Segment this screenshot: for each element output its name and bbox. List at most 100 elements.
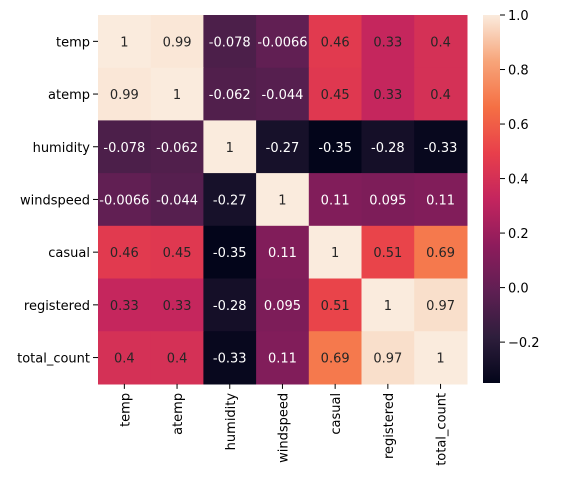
heatmap-cell-humidity-atemp — [150, 120, 204, 174]
cell-label-atemp-humidity: -0.062 — [209, 88, 251, 103]
cell-label-registered-temp: 0.33 — [110, 299, 139, 314]
cell-label-casual-humidity: -0.35 — [213, 246, 247, 261]
cell-label-atemp-total_count: 0.4 — [430, 88, 451, 103]
cell-label-humidity-atemp: -0.062 — [156, 141, 198, 156]
cell-label-temp-registered: 0.33 — [373, 35, 402, 50]
column-tick-label-temp: temp — [118, 393, 133, 427]
column-tick-label-casual: casual — [329, 393, 344, 435]
heatmap-cells — [98, 15, 468, 385]
cell-label-temp-windspeed: -0.0066 — [257, 35, 307, 50]
cell-label-casual-total_count: 0.69 — [426, 246, 455, 261]
heatmap-cell-registered-windspeed — [256, 278, 310, 332]
heatmap-cell-total_count-temp — [98, 331, 152, 385]
colorbar-tick-label: 0.6 — [508, 118, 529, 133]
cell-label-windspeed-casual: 0.11 — [321, 193, 350, 208]
heatmap-cell-temp-registered — [361, 15, 415, 69]
cell-label-casual-atemp: 0.45 — [163, 246, 192, 261]
column-tick-label-humidity: humidity — [224, 393, 239, 451]
cell-label-registered-windspeed: 0.095 — [264, 299, 301, 314]
cell-label-total_count-windspeed: 0.11 — [268, 352, 297, 367]
heatmap-cell-total_count-casual — [308, 331, 363, 385]
heatmap-cell-atemp-atemp — [150, 67, 204, 121]
colorbar-tick-label: 0.2 — [508, 227, 529, 242]
colorbar-tick-label: 1.0 — [508, 9, 529, 24]
heatmap-cell-temp-temp — [98, 15, 152, 69]
heatmap-cell-windspeed-registered — [361, 173, 415, 227]
row-tick-label-atemp: atemp — [48, 88, 90, 103]
cell-label-humidity-casual: -0.35 — [318, 141, 352, 156]
colorbar-tick-label: 0.8 — [508, 64, 529, 79]
heatmap-cell-atemp-windspeed — [256, 67, 310, 121]
cell-label-windspeed-windspeed: 1 — [278, 193, 286, 208]
heatmap-cell-humidity-total_count — [414, 120, 468, 174]
heatmap-cell-humidity-temp — [98, 120, 152, 174]
cell-label-total_count-casual: 0.69 — [321, 352, 350, 367]
colorbar-tick-label: −0.2 — [508, 336, 540, 351]
cell-label-total_count-registered: 0.97 — [373, 352, 402, 367]
cell-label-registered-humidity: -0.28 — [213, 299, 247, 314]
heatmap-cell-total_count-total_count — [414, 331, 468, 385]
heatmap-cell-casual-total_count — [414, 225, 468, 280]
cell-label-humidity-windspeed: -0.27 — [266, 141, 300, 156]
heatmap-cell-temp-atemp — [150, 15, 204, 69]
row-tick-label-humidity: humidity — [33, 141, 91, 156]
heatmap-cell-casual-temp — [98, 225, 152, 280]
heatmap-cell-total_count-windspeed — [256, 331, 310, 385]
heatmap-cell-atemp-registered — [361, 67, 415, 121]
heatmap-cell-registered-humidity — [203, 278, 257, 332]
heatmap-cell-atemp-humidity — [203, 67, 257, 121]
column-tick-label-atemp: atemp — [171, 393, 186, 435]
heatmap-cell-temp-total_count — [414, 15, 468, 69]
cell-label-registered-total_count: 0.97 — [426, 299, 455, 314]
row-tick-label-registered: registered — [24, 299, 90, 314]
heatmap-cell-windspeed-windspeed — [256, 173, 310, 227]
heatmap-cell-windspeed-total_count — [414, 173, 468, 227]
cell-label-temp-total_count: 0.4 — [430, 35, 451, 50]
cell-label-casual-windspeed: 0.11 — [268, 246, 297, 261]
heatmap-cell-windspeed-casual — [308, 173, 363, 227]
cell-label-atemp-registered: 0.33 — [373, 88, 402, 103]
heatmap-cell-windspeed-temp — [98, 173, 152, 227]
heatmap-cell-atemp-temp — [98, 67, 152, 121]
heatmap-cell-registered-casual — [308, 278, 363, 332]
heatmap-cell-humidity-windspeed — [256, 120, 310, 174]
column-tick-label-windspeed: windspeed — [276, 393, 291, 463]
heatmap-cell-casual-atemp — [150, 225, 204, 280]
cell-label-total_count-total_count: 1 — [436, 352, 444, 367]
cell-label-humidity-registered: -0.28 — [371, 141, 405, 156]
heatmap-cell-labels: 1 0.99 -0.078 -0.0066 0.46 0.33 0.4 0.99 1 -0.062… — [99, 35, 457, 366]
heatmap-cell-humidity-humidity — [203, 120, 257, 174]
cell-label-atemp-casual: 0.45 — [321, 88, 350, 103]
heatmap-cell-windspeed-humidity — [203, 173, 257, 227]
cell-label-atemp-atemp: 1 — [173, 88, 181, 103]
cell-label-casual-casual: 1 — [331, 246, 339, 261]
cell-label-temp-temp: 1 — [120, 35, 128, 50]
cell-label-humidity-total_count: -0.33 — [424, 141, 458, 156]
row-tick-label-casual: casual — [48, 246, 90, 261]
cell-label-windspeed-total_count: 0.11 — [426, 193, 455, 208]
heatmap-cell-total_count-atemp — [150, 331, 204, 385]
cell-label-atemp-temp: 0.99 — [110, 88, 139, 103]
cell-label-humidity-humidity: 1 — [226, 141, 234, 156]
heatmap-cell-registered-temp — [98, 278, 152, 332]
heatmap-cell-casual-windspeed — [256, 225, 310, 280]
cell-label-total_count-humidity: -0.33 — [213, 352, 247, 367]
heatmap-cell-casual-registered — [361, 225, 415, 280]
colorbar-tick-label: 0.0 — [508, 282, 529, 297]
row-tick-labels: temp atemp humidity windspeed casual register… — [17, 35, 98, 367]
heatmap-cell-atemp-casual — [308, 67, 363, 121]
cell-label-temp-atemp: 0.99 — [163, 35, 192, 50]
column-tick-label-total_count: total_count — [435, 393, 450, 466]
cell-label-registered-registered: 1 — [384, 299, 392, 314]
cell-label-atemp-windspeed: -0.044 — [261, 88, 303, 103]
row-tick-label-temp: temp — [56, 35, 90, 50]
heatmap-cell-casual-casual — [308, 225, 363, 280]
cell-label-casual-registered: 0.51 — [373, 246, 402, 261]
heatmap-cell-humidity-registered — [361, 120, 415, 174]
cell-label-total_count-temp: 0.4 — [114, 352, 135, 367]
cell-label-humidity-temp: -0.078 — [103, 141, 145, 156]
cell-label-registered-casual: 0.51 — [321, 299, 350, 314]
cell-label-casual-temp: 0.46 — [110, 246, 139, 261]
